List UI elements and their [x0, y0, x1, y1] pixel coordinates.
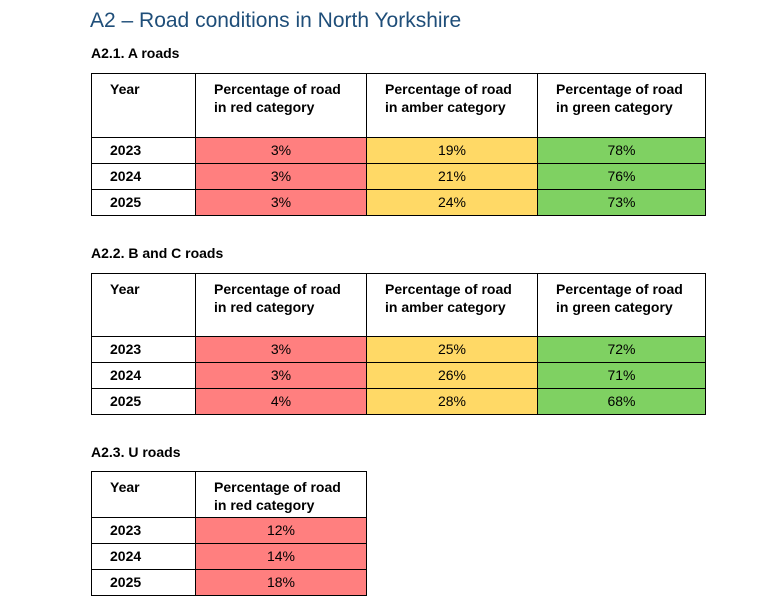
table-row: 2024 3% 21% 76% — [91, 163, 706, 190]
red-cell: 4% — [195, 388, 367, 415]
red-cell: 3% — [195, 336, 367, 363]
red-cell: 3% — [195, 189, 367, 216]
table-row: 2025 3% 24% 73% — [91, 189, 706, 216]
red-header: Percentage of road in red category — [195, 471, 367, 518]
year-header: Year — [91, 273, 196, 337]
year-header: Year — [91, 471, 196, 518]
bc-roads-table: Year Percentage of road in red category … — [91, 273, 706, 415]
red-header: Percentage of road in red category — [195, 273, 367, 337]
red-header: Percentage of road in red category — [195, 73, 367, 138]
table-row: 2024 14% — [91, 543, 367, 570]
red-cell: 3% — [195, 362, 367, 389]
year-cell: 2023 — [91, 517, 196, 544]
red-cell: 3% — [195, 163, 367, 190]
red-cell: 18% — [195, 569, 367, 596]
red-cell: 14% — [195, 543, 367, 570]
green-cell: 68% — [537, 388, 706, 415]
green-cell: 73% — [537, 189, 706, 216]
table-row: 2023 3% 25% 72% — [91, 336, 706, 363]
table-row: 2025 4% 28% 68% — [91, 388, 706, 415]
a-roads-table: Year Percentage of road in red category … — [91, 73, 706, 216]
red-cell: 3% — [195, 137, 367, 164]
year-cell: 2025 — [91, 388, 196, 415]
bc-roads-heading: A2.2. B and C roads — [91, 245, 224, 261]
table-row: 2023 12% — [91, 517, 367, 544]
amber-header: Percentage of road in amber category — [366, 273, 538, 337]
amber-cell: 21% — [366, 163, 538, 190]
year-cell: 2025 — [91, 569, 196, 596]
amber-header: Percentage of road in amber category — [366, 73, 538, 138]
a-roads-heading: A2.1. A roads — [91, 45, 180, 61]
u-roads-table: Year Percentage of road in red category … — [91, 471, 367, 596]
table-row: 2025 18% — [91, 569, 367, 596]
green-cell: 76% — [537, 163, 706, 190]
table-header-row: Year Percentage of road in red category — [91, 471, 367, 518]
table-row: 2023 3% 19% 78% — [91, 137, 706, 164]
amber-cell: 19% — [366, 137, 538, 164]
year-cell: 2023 — [91, 137, 196, 164]
green-cell: 78% — [537, 137, 706, 164]
page-title: A2 – Road conditions in North Yorkshire — [90, 9, 462, 32]
year-cell: 2025 — [91, 189, 196, 216]
amber-cell: 24% — [366, 189, 538, 216]
green-cell: 71% — [537, 362, 706, 389]
year-header: Year — [91, 73, 196, 138]
year-cell: 2024 — [91, 362, 196, 389]
year-cell: 2024 — [91, 163, 196, 190]
amber-cell: 25% — [366, 336, 538, 363]
amber-cell: 26% — [366, 362, 538, 389]
green-header: Percentage of road in green category — [537, 73, 706, 138]
u-roads-heading: A2.3. U roads — [91, 444, 181, 460]
amber-cell: 28% — [366, 388, 538, 415]
year-cell: 2023 — [91, 336, 196, 363]
table-header-row: Year Percentage of road in red category … — [91, 273, 706, 337]
red-cell: 12% — [195, 517, 367, 544]
table-row: 2024 3% 26% 71% — [91, 362, 706, 389]
green-cell: 72% — [537, 336, 706, 363]
table-header-row: Year Percentage of road in red category … — [91, 73, 706, 138]
green-header: Percentage of road in green category — [537, 273, 706, 337]
year-cell: 2024 — [91, 543, 196, 570]
